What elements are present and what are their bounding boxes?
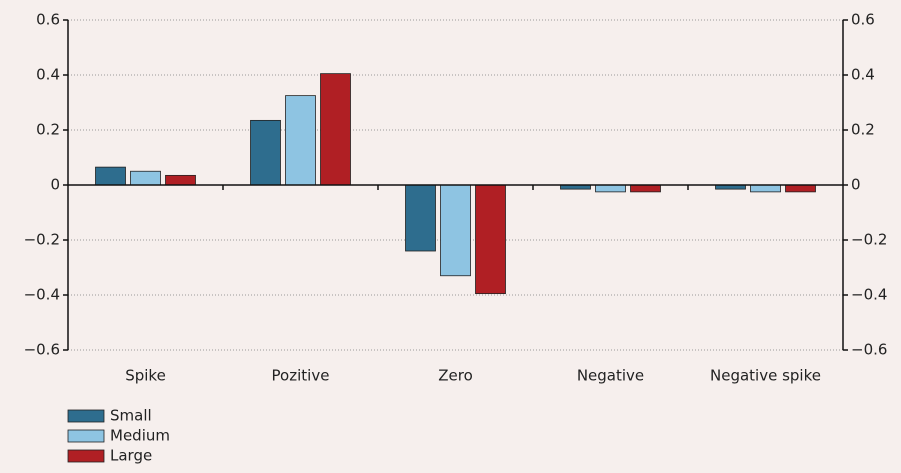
y2-tick-label: 0 (851, 176, 861, 194)
bar (475, 184, 506, 295)
y-tick-label: 0 (50, 176, 60, 194)
y2-tick-label: 0.4 (851, 66, 875, 84)
x-tick-label: Zero (438, 367, 473, 385)
bar (250, 119, 281, 186)
y-tick-label: −0.4 (24, 286, 60, 304)
bar (95, 166, 126, 186)
bar (130, 170, 161, 186)
x-tick-label: Negative (577, 367, 644, 385)
bar (440, 184, 471, 277)
legend-label: Large (110, 447, 152, 465)
x-tick-label: Spike (125, 367, 166, 385)
x-tick-label: Pozitive (272, 367, 330, 385)
legend-swatch (67, 449, 105, 463)
legend-label: Small (110, 407, 152, 425)
y2-tick-label: −0.4 (851, 286, 887, 304)
y2-tick-label: 0.6 (851, 11, 875, 29)
y-tick-label: 0.4 (36, 66, 60, 84)
bar (405, 184, 436, 252)
y-tick-label: 0.2 (36, 121, 60, 139)
bar (320, 73, 351, 186)
y2-tick-label: −0.2 (851, 231, 887, 249)
y-tick-label: −0.2 (24, 231, 60, 249)
y2-tick-label: 0.2 (851, 121, 875, 139)
x-tick-label: Negative spike (710, 367, 821, 385)
legend-swatch (67, 429, 105, 443)
bar (630, 184, 661, 193)
bar (750, 184, 781, 193)
bar (165, 174, 196, 186)
bar (285, 95, 316, 186)
bar (785, 184, 816, 193)
legend-label: Medium (110, 427, 170, 445)
y-tick-label: −0.6 (24, 341, 60, 359)
y2-tick-label: −0.6 (851, 341, 887, 359)
bar (595, 184, 626, 193)
legend-swatch (67, 409, 105, 423)
y-tick-label: 0.6 (36, 11, 60, 29)
